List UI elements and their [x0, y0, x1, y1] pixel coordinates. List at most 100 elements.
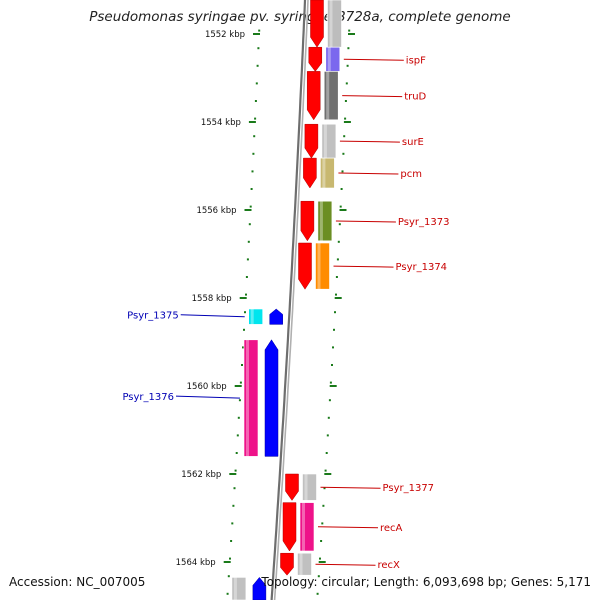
tick-label: 1564 kbp: [176, 558, 216, 568]
tick-dot: [243, 328, 245, 331]
tick-dot: [246, 258, 249, 261]
gene-label-leader: [175, 395, 241, 399]
gene-highlight: [317, 243, 321, 290]
tick-label: 1556 kbp: [196, 206, 236, 216]
tick-dot: [324, 469, 327, 472]
tick-dot: [258, 29, 261, 32]
tick-mark-right: [348, 33, 355, 35]
tick-dot: [322, 504, 325, 507]
gene-strand-arrow: [308, 46, 323, 72]
genome-summary: Topology: circular; Length: 6,093,698 bp…: [261, 575, 591, 589]
tick-dot: [248, 223, 251, 226]
tick-dot: [346, 64, 349, 67]
tick-dot: [333, 328, 335, 331]
gene-label: recA: [380, 523, 403, 534]
gene-highlight: [250, 309, 254, 325]
tick-dot: [320, 540, 323, 542]
tick-dot: [323, 487, 326, 490]
tick-dot: [336, 258, 339, 261]
tick-dot: [348, 29, 351, 32]
tick-dot: [245, 276, 248, 278]
gene-label: recX: [378, 560, 401, 571]
gene-label: Psyr_1376: [122, 392, 174, 403]
tick-dot: [331, 364, 333, 366]
tick-dot: [235, 452, 238, 454]
tick-mark-right: [329, 385, 337, 387]
tick-dot: [319, 557, 321, 560]
gene-highlight: [322, 158, 326, 188]
tick-dot: [226, 592, 229, 595]
tick-dot: [229, 557, 231, 560]
tick-dot: [325, 452, 328, 454]
gene-label-leader: [317, 526, 379, 529]
tick-mark-left: [244, 209, 252, 211]
tick-mark-right: [334, 297, 342, 299]
tick-mark-left: [248, 121, 256, 123]
tick-dot: [328, 399, 331, 402]
tick-dot: [341, 170, 344, 173]
gene-label-leader: [315, 563, 376, 566]
gene-label-leader: [342, 95, 403, 98]
gene-label-leader: [320, 486, 381, 489]
tick-dot: [241, 364, 243, 366]
tick-dot: [236, 434, 239, 437]
gene-strand-arrow: [264, 339, 279, 457]
tick-mark-left: [239, 297, 247, 299]
gene-strand-arrow: [269, 308, 283, 325]
tick-label: 1552 kbp: [205, 30, 245, 40]
tick-mark-right: [324, 473, 332, 475]
gene-label-leader: [333, 265, 394, 268]
gene-highlight: [299, 553, 303, 576]
gene-cog-box: [243, 339, 259, 457]
gene-highlight: [327, 47, 331, 72]
backbone-line-outer: [270, 0, 307, 600]
gene-label-leader: [180, 314, 245, 318]
gene-label-leader: [335, 220, 396, 223]
tick-dot: [339, 205, 342, 208]
tick-dot: [321, 522, 324, 525]
tick-mark-left: [223, 561, 231, 563]
tick-dot: [345, 82, 348, 85]
tick-dot: [253, 135, 256, 138]
tick-dot: [247, 240, 250, 243]
tick-dot: [252, 152, 255, 155]
tick-dots: [226, 29, 351, 595]
map-title: Pseudomonas syringae pv. syringae B728a,…: [89, 9, 511, 25]
accession-label: Accession: NC_007005: [9, 575, 146, 589]
tick-dot: [257, 47, 260, 50]
gene-strand-arrow: [280, 552, 294, 576]
gene-cog-box: [231, 577, 247, 600]
gene-highlight: [233, 577, 237, 600]
tick-label: 1560 kbp: [187, 382, 227, 392]
tick-dot: [344, 117, 347, 120]
tick-dot: [242, 346, 244, 349]
tick-dot: [238, 399, 241, 402]
tick-dot: [343, 135, 346, 138]
gene-cog-box: [302, 473, 317, 501]
gene-labels: ispF truD surE pcm Psyr_1373 Psyr_1374 Psyr_13…: [122, 55, 449, 571]
tick-dot: [239, 381, 242, 384]
tick-dot: [335, 276, 338, 278]
gene-strand-arrow: [306, 71, 321, 121]
gene-label: truD: [404, 92, 426, 103]
gene-label: Psyr_1377: [383, 483, 435, 494]
tick-dot: [237, 416, 240, 419]
tick-dot: [329, 381, 332, 384]
tick-dot: [231, 522, 234, 525]
gene-label-leader: [338, 172, 399, 175]
tick-dot: [234, 469, 237, 472]
tick-mark-right: [339, 209, 347, 211]
tick-dot: [254, 100, 257, 102]
tick-dot: [251, 170, 254, 173]
gene-label: pcm: [400, 169, 422, 180]
gene-label: Psyr_1373: [398, 217, 450, 228]
tick-dot: [338, 223, 341, 226]
tick-label: 1558 kbp: [192, 294, 232, 304]
gene-strand-arrow: [252, 577, 267, 600]
gene-highlight: [302, 502, 305, 551]
tick-dot: [245, 293, 247, 296]
tick-mark-right: [318, 561, 326, 563]
tick-dot: [230, 540, 233, 542]
gene-highlight: [246, 339, 249, 457]
